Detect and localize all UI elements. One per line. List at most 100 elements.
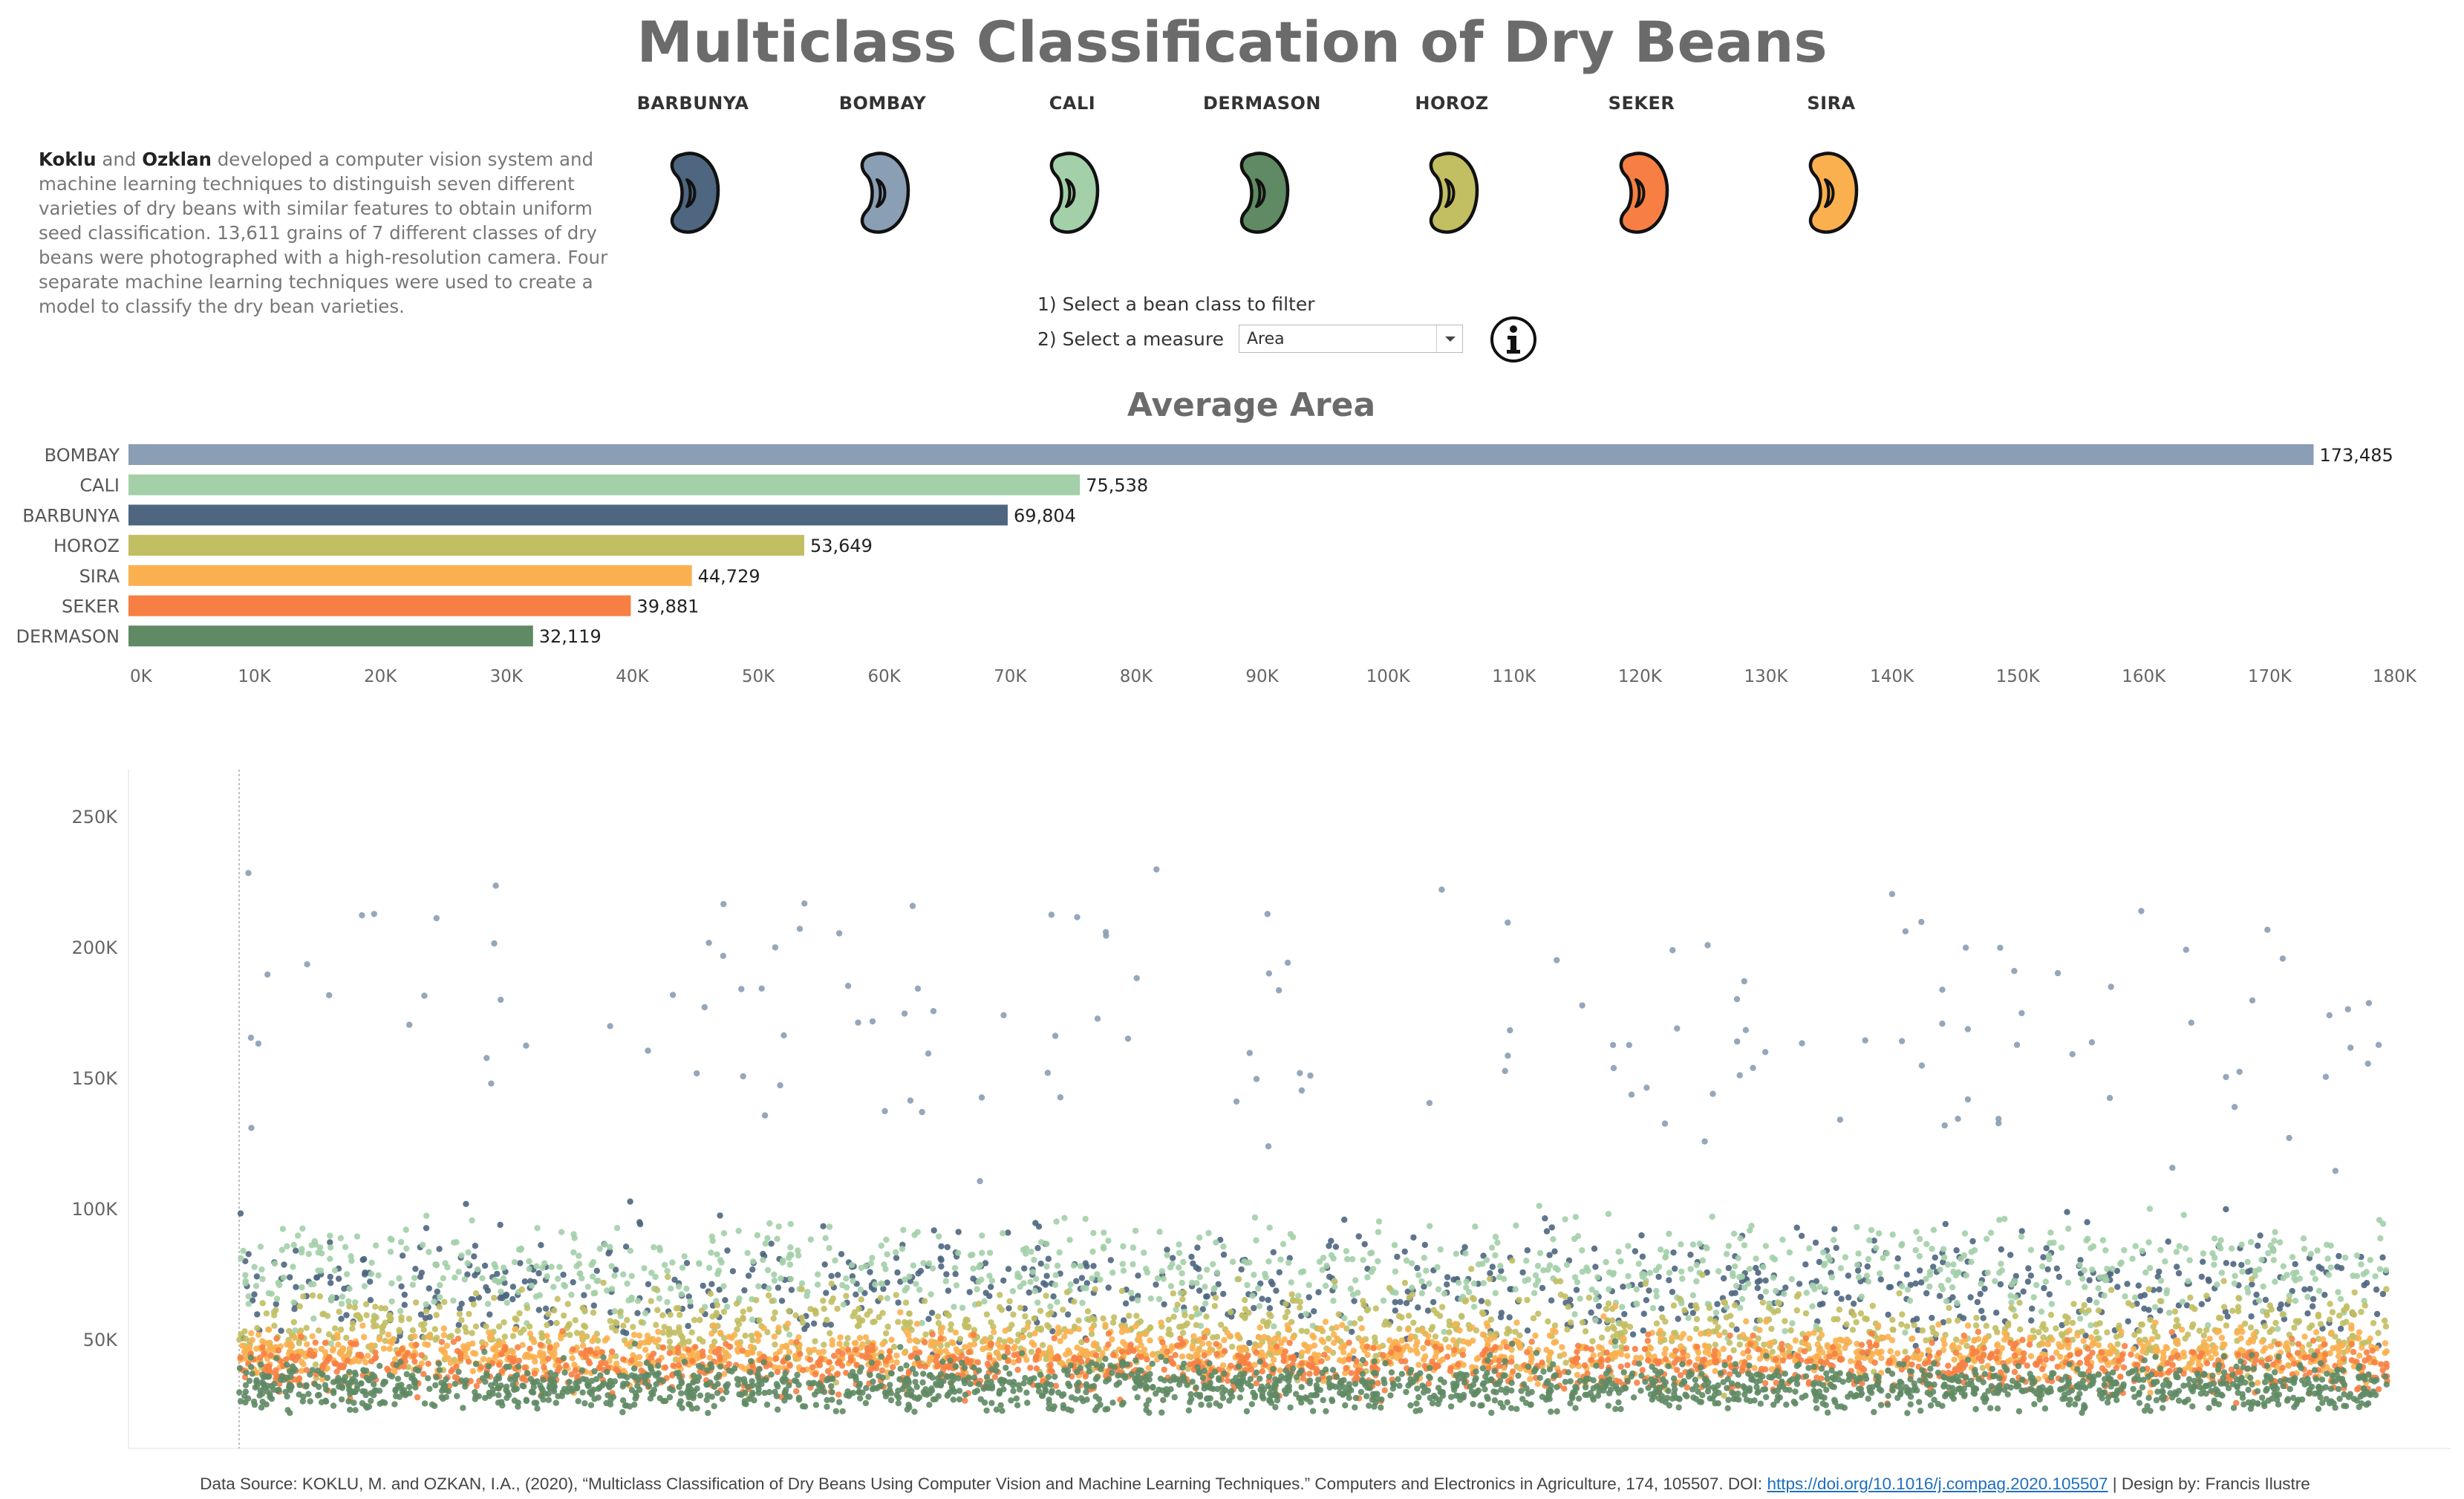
scatter-point <box>1066 1237 1073 1243</box>
scatter-point <box>675 1283 682 1290</box>
bar-cali[interactable] <box>128 474 1081 495</box>
scatter-point <box>423 1225 430 1232</box>
scatter-point <box>290 1241 297 1249</box>
chevron-down-icon[interactable] <box>1436 325 1462 352</box>
info-icon[interactable] <box>1489 315 1538 364</box>
bar-barbunya[interactable] <box>128 504 1008 526</box>
scatter-point <box>2218 1269 2226 1276</box>
scatter-point <box>1831 1237 1837 1243</box>
scatter-point <box>821 1305 827 1313</box>
scatter-point <box>2262 1344 2269 1352</box>
scatter-point <box>1546 1252 1553 1258</box>
scatter-point <box>2230 1261 2237 1267</box>
scatter-point <box>1982 1335 1989 1342</box>
scatter-point <box>620 1328 627 1336</box>
scatter-point <box>2369 1347 2376 1354</box>
scatter-point <box>2327 1316 2333 1323</box>
scatter-point <box>1899 1283 1906 1290</box>
scatter-point <box>2079 1307 2085 1314</box>
bean-filter-dermason[interactable]: DERMASON <box>1181 93 1344 241</box>
scatter-point <box>1958 1339 1965 1345</box>
scatter-point <box>2220 1341 2226 1348</box>
scatter-point <box>361 1283 368 1290</box>
scatter-point <box>1706 1304 1713 1311</box>
scatter-point <box>1753 1255 1759 1262</box>
scatter-point <box>327 1239 333 1246</box>
bar-seker[interactable] <box>128 595 631 617</box>
scatter-point <box>796 926 804 932</box>
scatter-point <box>1836 1306 1842 1313</box>
scatter-point <box>2173 1249 2180 1255</box>
scatter-point <box>1048 911 1055 918</box>
scatter-point <box>1364 1274 1371 1281</box>
scatter-point <box>1166 1326 1173 1333</box>
scatter-point <box>488 1080 495 1087</box>
scatter-point <box>1005 1266 1012 1272</box>
scatter-point <box>1094 1271 1101 1278</box>
scatter-point <box>2058 1244 2065 1251</box>
scatter-point <box>2121 1246 2128 1254</box>
scatter-point <box>1869 1302 1876 1310</box>
scatter-point <box>1853 1318 1860 1326</box>
scatter-point <box>2381 1317 2388 1324</box>
measure-dropdown[interactable]: Area <box>1239 325 1463 353</box>
scatter-point <box>2165 1238 2171 1245</box>
scatter-point <box>2223 1073 2229 1081</box>
scatter-point <box>1606 1286 1612 1292</box>
scatter-point <box>1956 1362 1963 1369</box>
scatter-point <box>2174 1264 2180 1270</box>
scatter-point <box>1974 1298 1981 1306</box>
scatter-point <box>486 1311 493 1318</box>
scatter-point <box>1825 1253 1831 1260</box>
scatter-point <box>1331 1339 1337 1346</box>
bar-horoz[interactable] <box>128 535 804 556</box>
scatter-point <box>2096 1320 2103 1327</box>
scatter-point <box>2147 1316 2154 1324</box>
bean-filter-bombay[interactable]: BOMBAY <box>801 93 965 241</box>
scatter-point <box>1044 1321 1051 1329</box>
scatter-point <box>1190 1333 1197 1340</box>
scatter-point <box>2102 1273 2109 1281</box>
scatter-point <box>1894 1264 1900 1270</box>
scatter-point <box>512 1315 518 1322</box>
scatter-point <box>1786 1249 1793 1256</box>
bean-filter-seker[interactable]: SEKER <box>1560 93 1724 241</box>
bean-filter-label: SIRA <box>1807 93 1856 114</box>
scatter-point <box>2356 1335 2362 1342</box>
scatter-point <box>2163 1344 2171 1352</box>
scatter-point <box>271 1312 278 1318</box>
scatter-point <box>2220 1278 2227 1284</box>
bar-sira[interactable] <box>128 565 692 586</box>
bar-dermason[interactable] <box>128 625 533 647</box>
bean-filter-cali[interactable]: CALI <box>991 93 1154 241</box>
scatter-point <box>1179 1330 1187 1336</box>
scatter-point <box>491 940 498 947</box>
scatter-point <box>827 1330 833 1336</box>
scatter-point <box>1646 1269 1654 1276</box>
scatter-point <box>1479 1331 1487 1338</box>
scatter-point <box>755 1283 762 1290</box>
bean-filter-sira[interactable]: SIRA <box>1750 93 1913 241</box>
bean-filter-horoz[interactable]: HOROZ <box>1370 93 1534 241</box>
scatter-point <box>1405 1313 1412 1319</box>
scatter-point <box>2234 1330 2240 1336</box>
scatter-point <box>2178 1326 2186 1333</box>
scatter-point <box>2231 1104 2238 1111</box>
scatter-point <box>897 1309 904 1316</box>
scatter-point <box>1259 1295 1265 1302</box>
scatter-point <box>708 1233 715 1240</box>
scatter-point <box>386 1339 393 1345</box>
scatter-point <box>786 1307 792 1315</box>
scatter-point <box>1224 1329 1231 1336</box>
bar-bombay[interactable] <box>128 444 2314 465</box>
scatter-point <box>997 1292 1003 1298</box>
scatter-point <box>1461 1243 1468 1251</box>
scatter-point <box>1409 1284 1415 1291</box>
scatter-point <box>645 1047 651 1054</box>
scatter-point <box>835 930 843 937</box>
scatter-point <box>356 1358 362 1365</box>
scatter-point <box>1918 1279 1925 1286</box>
bar-value-label: 32,119 <box>539 626 602 647</box>
scatter-point <box>576 1252 582 1259</box>
bean-filter-barbunya[interactable]: BARBUNYA <box>611 93 775 241</box>
